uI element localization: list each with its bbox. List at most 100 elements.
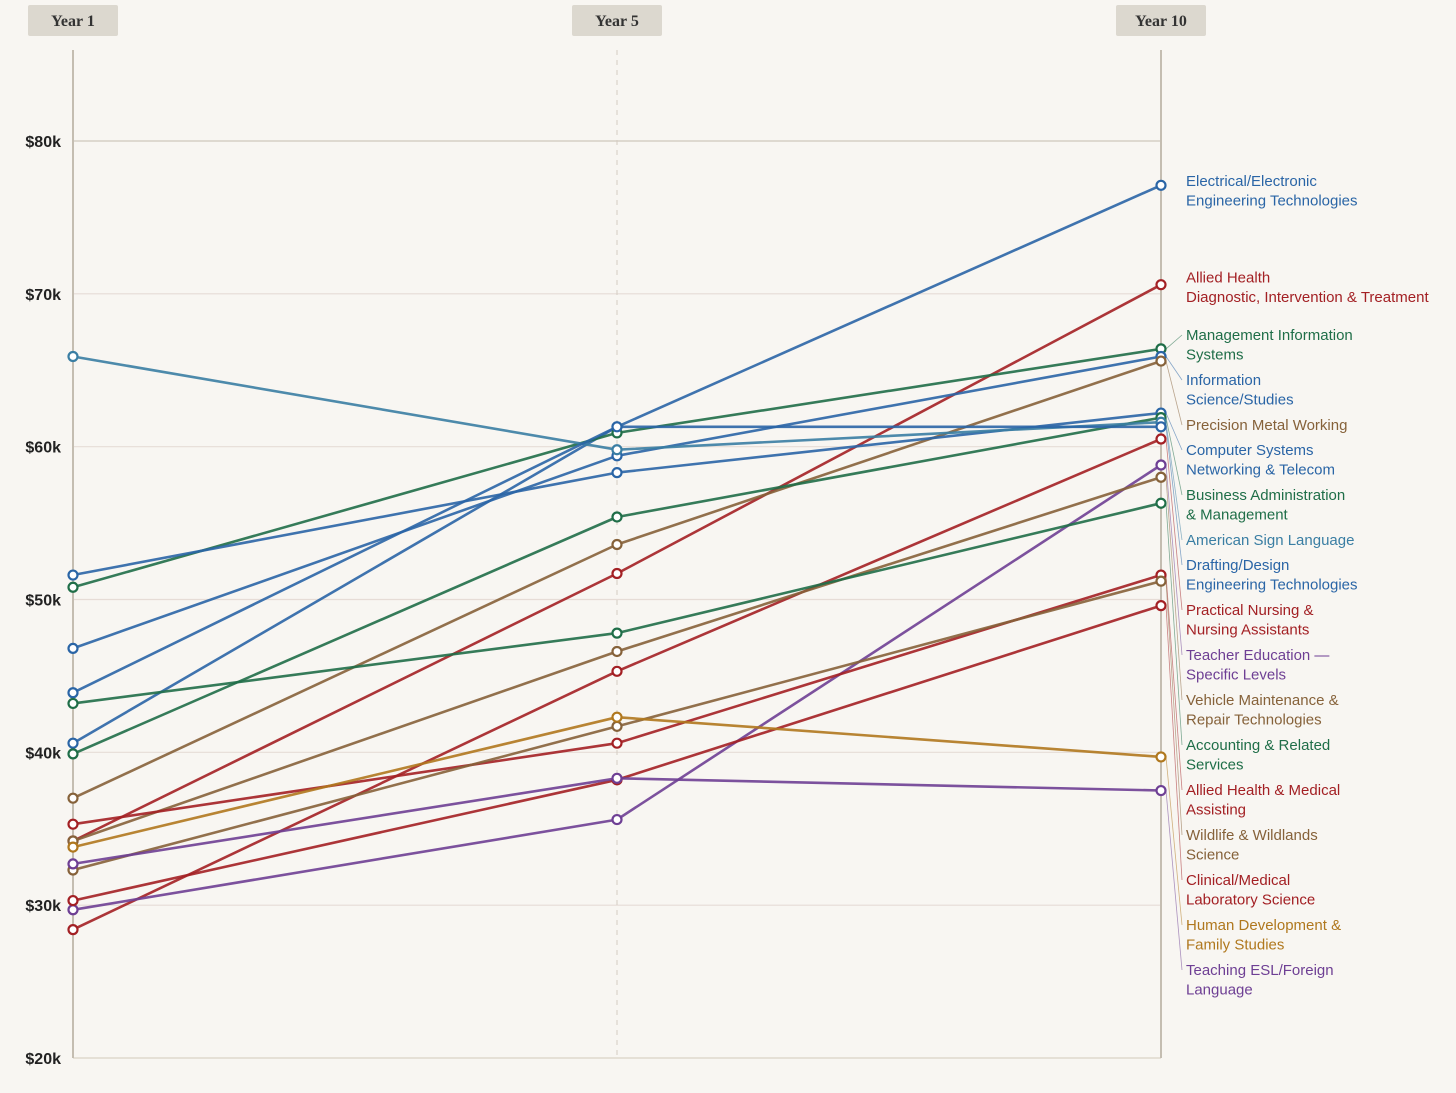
series-label-line: Repair Technologies xyxy=(1186,712,1322,729)
series-label-line: Information xyxy=(1186,372,1261,389)
data-point-accounting-related-services xyxy=(1155,497,1167,509)
label-connector xyxy=(1165,477,1183,701)
label-connector xyxy=(1165,412,1183,451)
data-point-information-science-studies xyxy=(67,642,79,655)
data-point-precision-metal-working xyxy=(1155,355,1167,367)
data-point-practical-nursing-nursing-assistants xyxy=(67,924,79,936)
data-point-wildlife-wildlands-science xyxy=(611,720,623,732)
series-label-electrical-electronic-engineering-technologies: Electrical/Electronic Engineering Technol… xyxy=(1186,173,1358,210)
series-label-line: Assisting xyxy=(1186,802,1246,819)
series-label-human-development-family-studies: Human Development & Family Studies xyxy=(1186,917,1341,954)
series-label-information-science-studies: Information Science/Studies xyxy=(1186,372,1294,409)
series-label-line: Vehicle Maintenance & xyxy=(1186,692,1339,709)
column-header-box xyxy=(1116,5,1206,36)
y-tick-label: $80k xyxy=(25,134,61,151)
data-point-human-development-family-studies xyxy=(67,841,79,853)
y-tick-label: $20k xyxy=(25,1051,61,1068)
label-connector xyxy=(1165,334,1183,350)
label-connector xyxy=(1165,574,1183,791)
label-connector xyxy=(1165,361,1183,426)
data-point-accounting-related-services xyxy=(67,697,79,710)
series-label-line: Nursing Assistants xyxy=(1186,622,1309,639)
data-point-drafting-design-engineering-technologies xyxy=(611,421,623,433)
series-label-line: Electrical/Electronic xyxy=(1186,173,1317,190)
data-point-teaching-esl-foreign-language xyxy=(67,858,79,870)
data-point-electrical-electronic-engineering-technologies xyxy=(1155,179,1167,191)
column-header-label: Year 1 xyxy=(51,13,95,30)
data-point-teaching-esl-foreign-language xyxy=(611,772,623,784)
data-point-allied-health-medical-assisting xyxy=(611,737,623,749)
series-label-line: Systems xyxy=(1186,347,1244,364)
series-label-line: Networking & Telecom xyxy=(1186,462,1335,479)
data-point-allied-health-diagnostic-intervention-treatment xyxy=(1155,279,1167,291)
label-connectors xyxy=(1165,334,1183,971)
series-label-line: Teacher Education — xyxy=(1186,647,1329,664)
data-point-human-development-family-studies xyxy=(611,711,623,723)
series-label-line: Practical Nursing & xyxy=(1186,602,1314,619)
column-header-box xyxy=(28,5,118,36)
series-label-line: Wildlife & Wildlands xyxy=(1186,827,1318,844)
series-label-line: Family Studies xyxy=(1186,937,1284,954)
series-label-management-information-systems: Management Information Systems xyxy=(1186,327,1353,364)
label-connector xyxy=(1165,422,1183,541)
y-tick-label: $70k xyxy=(25,287,61,304)
series-label-line: Teaching ESL/Foreign xyxy=(1186,962,1334,979)
column-header-label: Year 5 xyxy=(595,13,639,30)
data-point-wildlife-wildlands-science xyxy=(1155,575,1167,587)
data-point-teacher-education-specific-levels xyxy=(67,904,79,916)
series-label-line: Language xyxy=(1186,982,1253,999)
axis-layer: $20k $30k $40k $50k $60k $70k $80k xyxy=(25,50,1162,1068)
data-point-practical-nursing-nursing-assistants xyxy=(611,665,623,677)
series-label-line: Laboratory Science xyxy=(1186,892,1315,909)
data-point-vehicle-maintenance-repair-technologies xyxy=(1155,471,1167,483)
series-label-wildlife-wildlands-science: Wildlife & Wildlands Science xyxy=(1186,827,1318,864)
series-label-practical-nursing-nursing-assistants: Practical Nursing & Nursing Assistants xyxy=(1186,602,1314,639)
label-connector xyxy=(1165,464,1183,656)
data-point-human-development-family-studies xyxy=(1155,751,1167,763)
data-point-management-information-systems xyxy=(67,581,79,593)
series-lines xyxy=(67,179,1167,936)
series-label-line: Science xyxy=(1186,847,1239,864)
data-point-teacher-education-specific-levels xyxy=(1155,459,1167,471)
label-connector xyxy=(1165,790,1183,971)
series-label-allied-health-diagnostic-intervention-treatment: Allied Health Diagnostic, Intervention & … xyxy=(1186,270,1429,307)
series-label-line: Computer Systems xyxy=(1186,442,1314,459)
series-label-line: Allied Health xyxy=(1186,270,1270,287)
data-point-computer-systems-networking-telecom xyxy=(67,569,79,581)
data-point-precision-metal-working xyxy=(611,538,623,551)
series-label-line: Business Administration xyxy=(1186,487,1345,504)
series-label-line: American Sign Language xyxy=(1186,532,1354,549)
label-connector xyxy=(1165,426,1183,566)
column-headers: Year 1 Year 5 Year 10 xyxy=(28,5,1206,36)
series-label-drafting-design-engineering-technologies: Drafting/Design Engineering Technologies xyxy=(1186,557,1358,594)
data-point-practical-nursing-nursing-assistants xyxy=(1155,433,1167,445)
data-point-drafting-design-engineering-technologies xyxy=(1155,421,1167,433)
series-label-accounting-related-services: Accounting & Related Services xyxy=(1186,737,1330,774)
series-label-american-sign-language: American Sign Language xyxy=(1186,532,1354,549)
series-label-line: Specific Levels xyxy=(1186,667,1286,684)
data-point-american-sign-language xyxy=(67,350,79,363)
label-connector xyxy=(1165,581,1183,836)
series-label-line: Engineering Technologies xyxy=(1186,577,1358,594)
data-point-clinical-medical-laboratory-science xyxy=(1155,600,1167,612)
label-connector xyxy=(1165,756,1183,926)
column-header-box xyxy=(572,5,662,36)
series-label-line: Engineering Technologies xyxy=(1186,193,1358,210)
data-point-business-administration-management xyxy=(67,748,79,760)
column-header-label: Year 10 xyxy=(1135,13,1187,30)
series-label-computer-systems-networking-telecom: Computer Systems Networking & Telecom xyxy=(1186,442,1335,479)
series-label-line: Precision Metal Working xyxy=(1186,417,1347,434)
data-point-accounting-related-services xyxy=(611,627,623,639)
series-label-allied-health-medical-assisting: Allied Health & Medical Assisting xyxy=(1186,782,1340,819)
y-tick-label: $60k xyxy=(25,440,61,457)
series-label-business-administration-management: Business Administration & Management xyxy=(1186,487,1345,524)
data-point-vehicle-maintenance-repair-technologies xyxy=(611,645,623,658)
series-labels: Electrical/Electronic Engineering Technol… xyxy=(1186,173,1429,999)
series-label-line: Allied Health & Medical xyxy=(1186,782,1340,799)
data-point-computer-systems-networking-telecom xyxy=(611,467,623,479)
series-label-teacher-education-specific-levels: Teacher Education — Specific Levels xyxy=(1186,647,1329,684)
data-point-american-sign-language xyxy=(611,444,623,456)
series-label-line: Science/Studies xyxy=(1186,392,1294,409)
label-connector xyxy=(1165,438,1183,611)
